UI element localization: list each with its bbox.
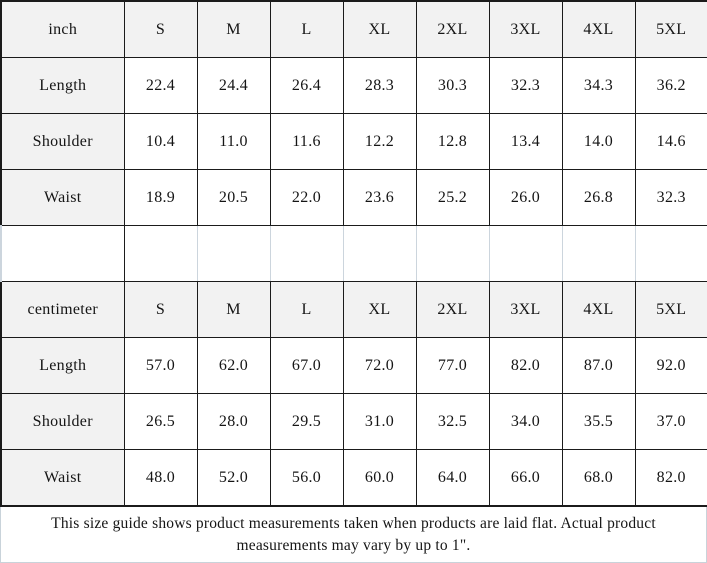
measurement-value-cell: 11.6 xyxy=(269,113,344,170)
measurement-value-cell: 31.0 xyxy=(342,393,417,450)
measurement-value-cell: 32.3 xyxy=(634,169,707,226)
measurement-value-cell: 26.5 xyxy=(123,393,198,450)
measurement-value-cell: 37.0 xyxy=(634,393,707,450)
measurement-value-cell: 82.0 xyxy=(488,337,563,394)
measurement-row-label: Waist xyxy=(0,449,125,507)
spacer-cell xyxy=(561,225,636,282)
measurement-value-cell: 22.0 xyxy=(269,169,344,226)
size-column-header: XL xyxy=(342,281,417,338)
size-column-header: L xyxy=(269,281,344,338)
measurement-value-cell: 52.0 xyxy=(196,449,271,507)
measurement-row-label: Shoulder xyxy=(0,393,125,450)
size-guide-note-text: This size guide shows product measuremen… xyxy=(51,514,656,554)
measurement-value-cell: 26.0 xyxy=(488,169,563,226)
measurement-row-label: Shoulder xyxy=(0,113,125,170)
size-column-header: 4XL xyxy=(561,0,636,58)
measurement-value-cell: 26.8 xyxy=(561,169,636,226)
measurement-value-cell: 34.0 xyxy=(488,393,563,450)
measurement-row-label: Waist xyxy=(0,169,125,226)
size-column-header: L xyxy=(269,0,344,58)
measurement-row-label: Length xyxy=(0,337,125,394)
size-column-header: 3XL xyxy=(488,0,563,58)
size-column-header: 5XL xyxy=(634,281,707,338)
measurement-value-cell: 14.0 xyxy=(561,113,636,170)
spacer-cell xyxy=(634,225,707,282)
spacer-row xyxy=(0,225,707,282)
measurement-value-cell: 26.4 xyxy=(269,57,344,114)
centimeter-waist-row: Waist 48.0 52.0 56.0 60.0 64.0 66.0 68.0… xyxy=(0,449,707,507)
measurement-value-cell: 36.2 xyxy=(634,57,707,114)
measurement-value-cell: 22.4 xyxy=(123,57,198,114)
measurement-value-cell: 68.0 xyxy=(561,449,636,507)
inch-length-row: Length 22.4 24.4 26.4 28.3 30.3 32.3 34.… xyxy=(0,57,707,114)
size-column-header: S xyxy=(123,281,198,338)
measurement-value-cell: 28.0 xyxy=(196,393,271,450)
size-column-header: 3XL xyxy=(488,281,563,338)
size-column-header: 2XL xyxy=(415,281,490,338)
inch-header-row: inch S M L XL 2XL 3XL 4XL 5XL xyxy=(0,0,707,58)
measurement-value-cell: 48.0 xyxy=(123,449,198,507)
measurement-value-cell: 34.3 xyxy=(561,57,636,114)
unit-label-inch: inch xyxy=(0,0,125,58)
measurement-value-cell: 32.5 xyxy=(415,393,490,450)
spacer-cell xyxy=(488,225,563,282)
spacer-cell xyxy=(269,225,344,282)
size-guide-table: inch S M L XL 2XL 3XL 4XL 5XL Length 22.… xyxy=(0,0,707,507)
size-column-header: XL xyxy=(342,0,417,58)
measurement-value-cell: 62.0 xyxy=(196,337,271,394)
measurement-value-cell: 77.0 xyxy=(415,337,490,394)
spacer-cell xyxy=(342,225,417,282)
size-column-header: M xyxy=(196,281,271,338)
size-column-header: S xyxy=(123,0,198,58)
size-column-header: M xyxy=(196,0,271,58)
centimeter-header-row: centimeter S M L XL 2XL 3XL 4XL 5XL xyxy=(0,281,707,338)
measurement-value-cell: 82.0 xyxy=(634,449,707,507)
measurement-value-cell: 92.0 xyxy=(634,337,707,394)
measurement-value-cell: 18.9 xyxy=(123,169,198,226)
measurement-value-cell: 67.0 xyxy=(269,337,344,394)
measurement-value-cell: 11.0 xyxy=(196,113,271,170)
measurement-value-cell: 66.0 xyxy=(488,449,563,507)
centimeter-shoulder-row: Shoulder 26.5 28.0 29.5 31.0 32.5 34.0 3… xyxy=(0,393,707,450)
size-column-header: 4XL xyxy=(561,281,636,338)
measurement-value-cell: 64.0 xyxy=(415,449,490,507)
spacer-cell xyxy=(415,225,490,282)
measurement-value-cell: 23.6 xyxy=(342,169,417,226)
measurement-value-cell: 28.3 xyxy=(342,57,417,114)
measurement-value-cell: 35.5 xyxy=(561,393,636,450)
size-guide-note: This size guide shows product measuremen… xyxy=(0,507,707,563)
unit-label-centimeter: centimeter xyxy=(0,281,125,338)
measurement-value-cell: 12.8 xyxy=(415,113,490,170)
measurement-value-cell: 57.0 xyxy=(123,337,198,394)
measurement-value-cell: 32.3 xyxy=(488,57,563,114)
measurement-value-cell: 56.0 xyxy=(269,449,344,507)
spacer-cell xyxy=(196,225,271,282)
measurement-value-cell: 25.2 xyxy=(415,169,490,226)
measurement-value-cell: 14.6 xyxy=(634,113,707,170)
inch-shoulder-row: Shoulder 10.4 11.0 11.6 12.2 12.8 13.4 1… xyxy=(0,113,707,170)
size-column-header: 5XL xyxy=(634,0,707,58)
inch-waist-row: Waist 18.9 20.5 22.0 23.6 25.2 26.0 26.8… xyxy=(0,169,707,226)
measurement-row-label: Length xyxy=(0,57,125,114)
measurement-value-cell: 72.0 xyxy=(342,337,417,394)
measurement-value-cell: 87.0 xyxy=(561,337,636,394)
measurement-value-cell: 20.5 xyxy=(196,169,271,226)
measurement-value-cell: 60.0 xyxy=(342,449,417,507)
measurement-value-cell: 30.3 xyxy=(415,57,490,114)
measurement-value-cell: 12.2 xyxy=(342,113,417,170)
size-column-header: 2XL xyxy=(415,0,490,58)
centimeter-length-row: Length 57.0 62.0 67.0 72.0 77.0 82.0 87.… xyxy=(0,337,707,394)
measurement-value-cell: 29.5 xyxy=(269,393,344,450)
measurement-value-cell: 13.4 xyxy=(488,113,563,170)
measurement-value-cell: 24.4 xyxy=(196,57,271,114)
spacer-cell xyxy=(123,225,198,282)
measurement-value-cell: 10.4 xyxy=(123,113,198,170)
spacer-cell xyxy=(0,225,125,282)
